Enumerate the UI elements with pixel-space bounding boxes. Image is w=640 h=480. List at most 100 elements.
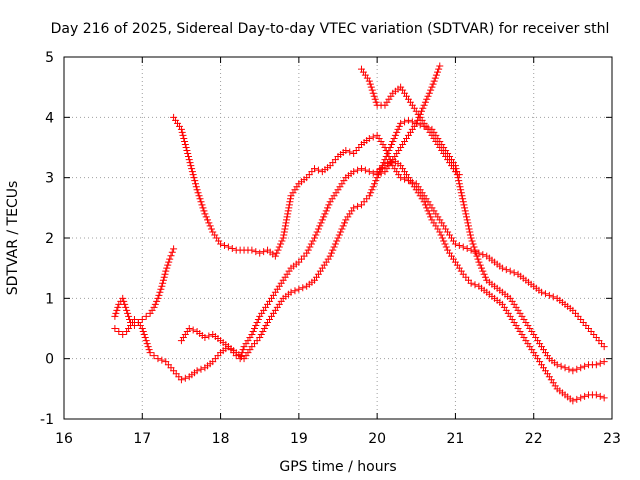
data-point <box>423 95 431 103</box>
data-point <box>156 288 164 296</box>
x-tick-label: 16 <box>55 431 73 447</box>
data-point <box>158 356 166 364</box>
data-point <box>254 315 262 323</box>
data-point <box>198 201 206 209</box>
data-point <box>366 80 374 88</box>
data-point <box>350 168 358 176</box>
data-point <box>600 343 608 351</box>
data-point <box>228 245 236 253</box>
chart-title: Day 216 of 2025, Sidereal Day-to-day VTE… <box>51 21 610 37</box>
data-point <box>201 210 209 218</box>
data-point <box>462 210 470 218</box>
data-point <box>463 213 471 221</box>
data-point <box>180 134 188 142</box>
data-point <box>283 213 291 221</box>
data-point <box>207 225 215 233</box>
y-tick-label: 1 <box>45 291 54 307</box>
data-point <box>168 248 176 256</box>
data-point <box>154 294 162 302</box>
data-point <box>435 65 443 73</box>
data-point <box>317 219 325 227</box>
data-point <box>386 144 394 151</box>
data-point <box>369 133 377 141</box>
data-point <box>196 195 204 203</box>
data-point <box>284 210 292 218</box>
data-point <box>451 168 459 176</box>
data-point <box>380 159 388 167</box>
data-point <box>170 245 178 253</box>
data-point <box>122 303 130 311</box>
data-point <box>480 270 488 278</box>
series-track-6 <box>373 156 608 405</box>
data-point <box>382 153 390 161</box>
data-point <box>458 192 466 200</box>
data-point <box>420 101 428 109</box>
x-tick-label: 23 <box>603 431 621 447</box>
data-point <box>327 249 335 257</box>
data-point <box>368 186 376 194</box>
data-point <box>123 306 131 314</box>
data-point <box>112 309 120 317</box>
data-point <box>248 331 256 339</box>
data-point <box>119 294 127 302</box>
data-point <box>329 246 337 254</box>
data-point <box>183 147 191 155</box>
data-point <box>457 186 465 194</box>
data-point <box>479 251 487 259</box>
data-point <box>384 150 392 158</box>
data-point <box>306 243 314 251</box>
data-point <box>424 207 432 215</box>
data-point <box>199 204 207 212</box>
data-point <box>423 204 431 212</box>
data-point <box>395 122 403 130</box>
data-point <box>189 326 197 334</box>
data-point <box>253 318 261 326</box>
data-point <box>367 83 375 91</box>
data-point <box>455 180 463 188</box>
data-point <box>239 346 247 354</box>
data-point <box>421 98 429 106</box>
data-point <box>553 361 561 369</box>
data-point <box>167 252 175 260</box>
data-point <box>545 291 553 299</box>
data-point <box>538 288 546 296</box>
data-marks <box>111 62 608 405</box>
data-point <box>569 397 577 405</box>
data-point <box>459 198 467 206</box>
y-tick-label: 2 <box>45 231 54 247</box>
data-point <box>502 266 510 274</box>
data-point <box>277 240 285 248</box>
data-point <box>440 237 448 245</box>
data-point <box>177 376 185 384</box>
data-point <box>285 204 293 212</box>
data-point <box>437 231 445 239</box>
data-point <box>321 210 329 218</box>
data-point <box>217 240 225 248</box>
data-point <box>256 334 264 342</box>
data-point <box>456 183 464 191</box>
y-tick-label: 3 <box>45 171 54 187</box>
data-point <box>125 312 133 320</box>
data-point <box>283 216 291 224</box>
data-point <box>161 270 169 278</box>
data-point <box>181 374 189 382</box>
data-point <box>303 249 311 257</box>
data-point <box>569 367 577 375</box>
x-tick-label: 20 <box>368 431 386 447</box>
data-point <box>250 325 258 332</box>
data-point <box>436 228 444 236</box>
data-point <box>186 159 194 167</box>
data-point <box>158 282 166 290</box>
x-tick-label: 21 <box>447 431 465 447</box>
data-point <box>162 267 170 275</box>
data-point <box>393 128 401 136</box>
data-point <box>471 281 479 289</box>
data-point <box>159 276 167 284</box>
data-point <box>197 365 205 373</box>
data-point <box>197 198 205 206</box>
data-point <box>464 222 472 230</box>
data-point <box>412 119 420 127</box>
data-point <box>372 177 380 185</box>
